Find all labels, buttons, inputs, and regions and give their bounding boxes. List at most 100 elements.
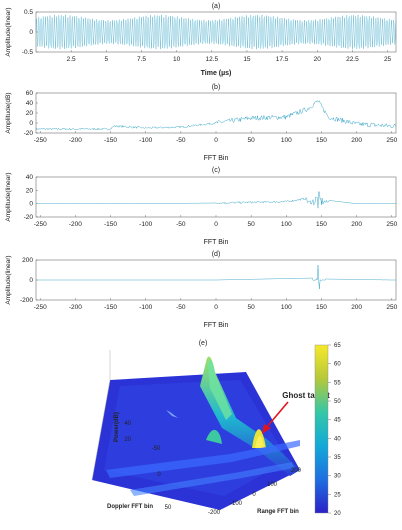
colorbar-tick-label: 35 — [334, 455, 341, 461]
panel-b-label: (b) — [212, 84, 221, 91]
panel-e-rtick-0: 200 — [291, 468, 302, 474]
colorbar-tick-label: 45 — [334, 418, 341, 424]
panel-b-axes — [35, 92, 397, 134]
panel-a-xtick-label: 2.5 — [67, 56, 76, 63]
panel-a-label: (a) — [212, 3, 221, 10]
panel-d-xtick-label: 200 — [351, 304, 362, 311]
panel-a-xtick-label: 15 — [243, 56, 251, 63]
panel-b-xtick-label: 250 — [386, 137, 397, 144]
panel-c-xtick-label: -100 — [139, 221, 152, 228]
panel-a-ylabel: Amplitude(linear) — [5, 7, 12, 56]
panel-d-xtick-label: -100 — [139, 304, 152, 311]
panel-d-xtick-label: -150 — [104, 304, 117, 311]
panel-b-ytick-label: -20 — [24, 130, 34, 137]
panel-d-ylabel: Amplitude(linear) — [5, 255, 12, 304]
panel-c-xtick-label: 0 — [214, 221, 218, 228]
panel-b-xtick-label: 150 — [316, 137, 327, 144]
panel-a-ytick-label: 0.5 — [24, 9, 33, 16]
panel-d-xtick-label: 250 — [386, 304, 397, 311]
panel-a-xtick-label: 10 — [173, 56, 181, 63]
panel-b-xtick-label: -200 — [69, 137, 82, 144]
panel-c-trace — [36, 191, 396, 209]
panel-b-ytick-label: 40 — [26, 100, 34, 107]
panel-b-xtick-label: 0 — [214, 137, 218, 144]
panel-e-rtick-3: -100 — [230, 501, 243, 507]
panel-d-xtick-label: 50 — [248, 304, 256, 311]
panel-a-trace — [35, 14, 397, 50]
panel-e-zlabel: Power(dB) — [114, 412, 120, 442]
panel-b-ytick-label: 0 — [29, 120, 33, 127]
panel-c-xtick-label: 250 — [386, 221, 397, 228]
panel-c-ytick-label: -20 — [24, 214, 34, 221]
panel-b-xtick-label: -50 — [176, 137, 186, 144]
panel-e: (e) Ghost target Power(dB) 40 20 -50 0 5… — [91, 340, 341, 517]
panel-a-ytick-label: 0 — [29, 29, 33, 36]
colorbar-tick-label: 60 — [334, 362, 341, 368]
panel-d-ytick-label: 200 — [22, 257, 33, 264]
colorbar — [314, 344, 329, 514]
panel-b-xtick-label: 50 — [248, 137, 256, 144]
panel-a-xtick-label: 17.5 — [276, 56, 289, 63]
panel-a: (a) 2.5 5 7.5 10 12.5 15 17.5 20 22.5 25 -0.5 0 0.5 Ti… — [5, 3, 397, 77]
colorbar-tick-label: 30 — [334, 474, 341, 480]
panel-a-xtick-label: 20 — [314, 56, 322, 63]
panel-e-label: (e) — [199, 340, 208, 347]
panel-b: (b)-250 -200 -150 -100 -50 0 50 100 150 200 250-20… — [5, 84, 398, 162]
panel-a-ytick-label: -0.5 — [22, 49, 34, 56]
panel-a-xtick-label: 5 — [105, 56, 109, 63]
panel-c-ytick-label: 0 — [29, 201, 33, 208]
colorbar-tick-label: 50 — [334, 399, 341, 405]
panel-c-xtick-label: -200 — [69, 221, 82, 228]
panel-d-trace — [36, 264, 396, 290]
surface-ridge-highlight — [208, 359, 232, 420]
panel-e-ylabel: Doppler FFT bin — [107, 504, 153, 510]
panel-c-xtick-label: -150 — [104, 221, 117, 228]
panel-b-trace — [35, 100, 397, 131]
panel-c-ytick-label: 40 — [26, 174, 34, 181]
panel-b-ytick-label: 20 — [26, 110, 34, 117]
panel-a-xtick-label: 12.5 — [205, 56, 218, 63]
panel-d-xtick-label: -50 — [176, 304, 186, 311]
panel-d-ytick-label: -200 — [20, 297, 33, 304]
panel-c-axes — [35, 176, 397, 218]
panel-d-xtick-label: 150 — [316, 304, 327, 311]
panel-c-xtick-label: 100 — [281, 221, 292, 228]
panel-e-dtick-0: -50 — [152, 446, 161, 452]
panel-c-xtick-label: 50 — [248, 221, 256, 228]
panel-e-xlabel: Range FFT bin — [257, 509, 299, 515]
panel-a-xtick-label: 22.5 — [346, 56, 359, 63]
colorbar-tick-label: 20 — [334, 511, 341, 517]
surface-bump — [206, 429, 222, 444]
panel-d-label: (d) — [212, 251, 221, 258]
panel-e-dtick-1: 0 — [157, 472, 161, 478]
panel-c-xtick-label: 150 — [316, 221, 327, 228]
panel-c-xlabel: FFT Bin — [204, 239, 229, 246]
panel-c-ylabel: Amplitude(linear) — [5, 172, 12, 221]
panel-e-rtick-1: 100 — [267, 482, 278, 488]
panel-e-rtick-2: 0 — [252, 492, 256, 498]
colorbar-tick-label: 40 — [334, 436, 341, 442]
panel-b-xtick-label: 100 — [281, 137, 292, 144]
panel-b-xtick-label: 200 — [351, 137, 362, 144]
colorbar-tick-label: 55 — [334, 380, 341, 386]
panel-c: (c)-250 -200 -150 -100 -50 0 50 100 150 200 250-20… — [5, 167, 398, 246]
panel-b-xtick-label: -100 — [139, 137, 152, 144]
ghost-target-annotation: Ghost target — [282, 391, 330, 400]
panel-a-xtick-label: 25 — [384, 56, 392, 63]
panel-b-xtick-label: -150 — [104, 137, 117, 144]
panel-b-ytick-label: 60 — [26, 90, 34, 97]
panel-d-xtick-label: -200 — [69, 304, 82, 311]
panel-d-xtick-label: 0 — [214, 304, 218, 311]
panel-d-xtick-label: -250 — [34, 304, 47, 311]
panel-c-xtick-label: 200 — [351, 221, 362, 228]
panel-d: (d)-250 -200 -150 -100 -50 0 50 100 150 200 250-20… — [5, 251, 398, 329]
panel-a-xlabel: Time (µs) — [201, 70, 232, 77]
colorbar-tick-label: 25 — [334, 492, 341, 498]
panel-a-xtick-label: 7.5 — [137, 56, 146, 63]
panel-b-xlabel: FFT Bin — [204, 155, 229, 162]
panel-e-ztick-1: 40 — [124, 421, 131, 427]
panel-c-xtick-label: -50 — [176, 221, 186, 228]
colorbar-ticks: 65 60 55 50 45 40 35 30 25 20 — [328, 343, 341, 517]
surface-doppler-ridge — [106, 440, 300, 478]
